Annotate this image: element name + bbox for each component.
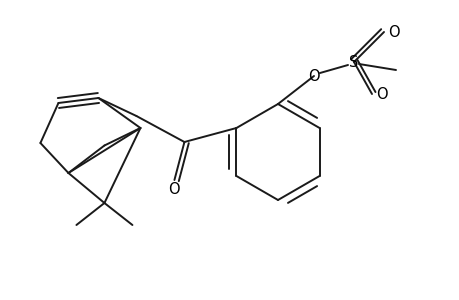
Text: O: O <box>168 182 180 197</box>
Text: S: S <box>348 55 358 70</box>
Text: O: O <box>308 68 319 83</box>
Text: O: O <box>375 86 387 101</box>
Text: O: O <box>387 25 399 40</box>
